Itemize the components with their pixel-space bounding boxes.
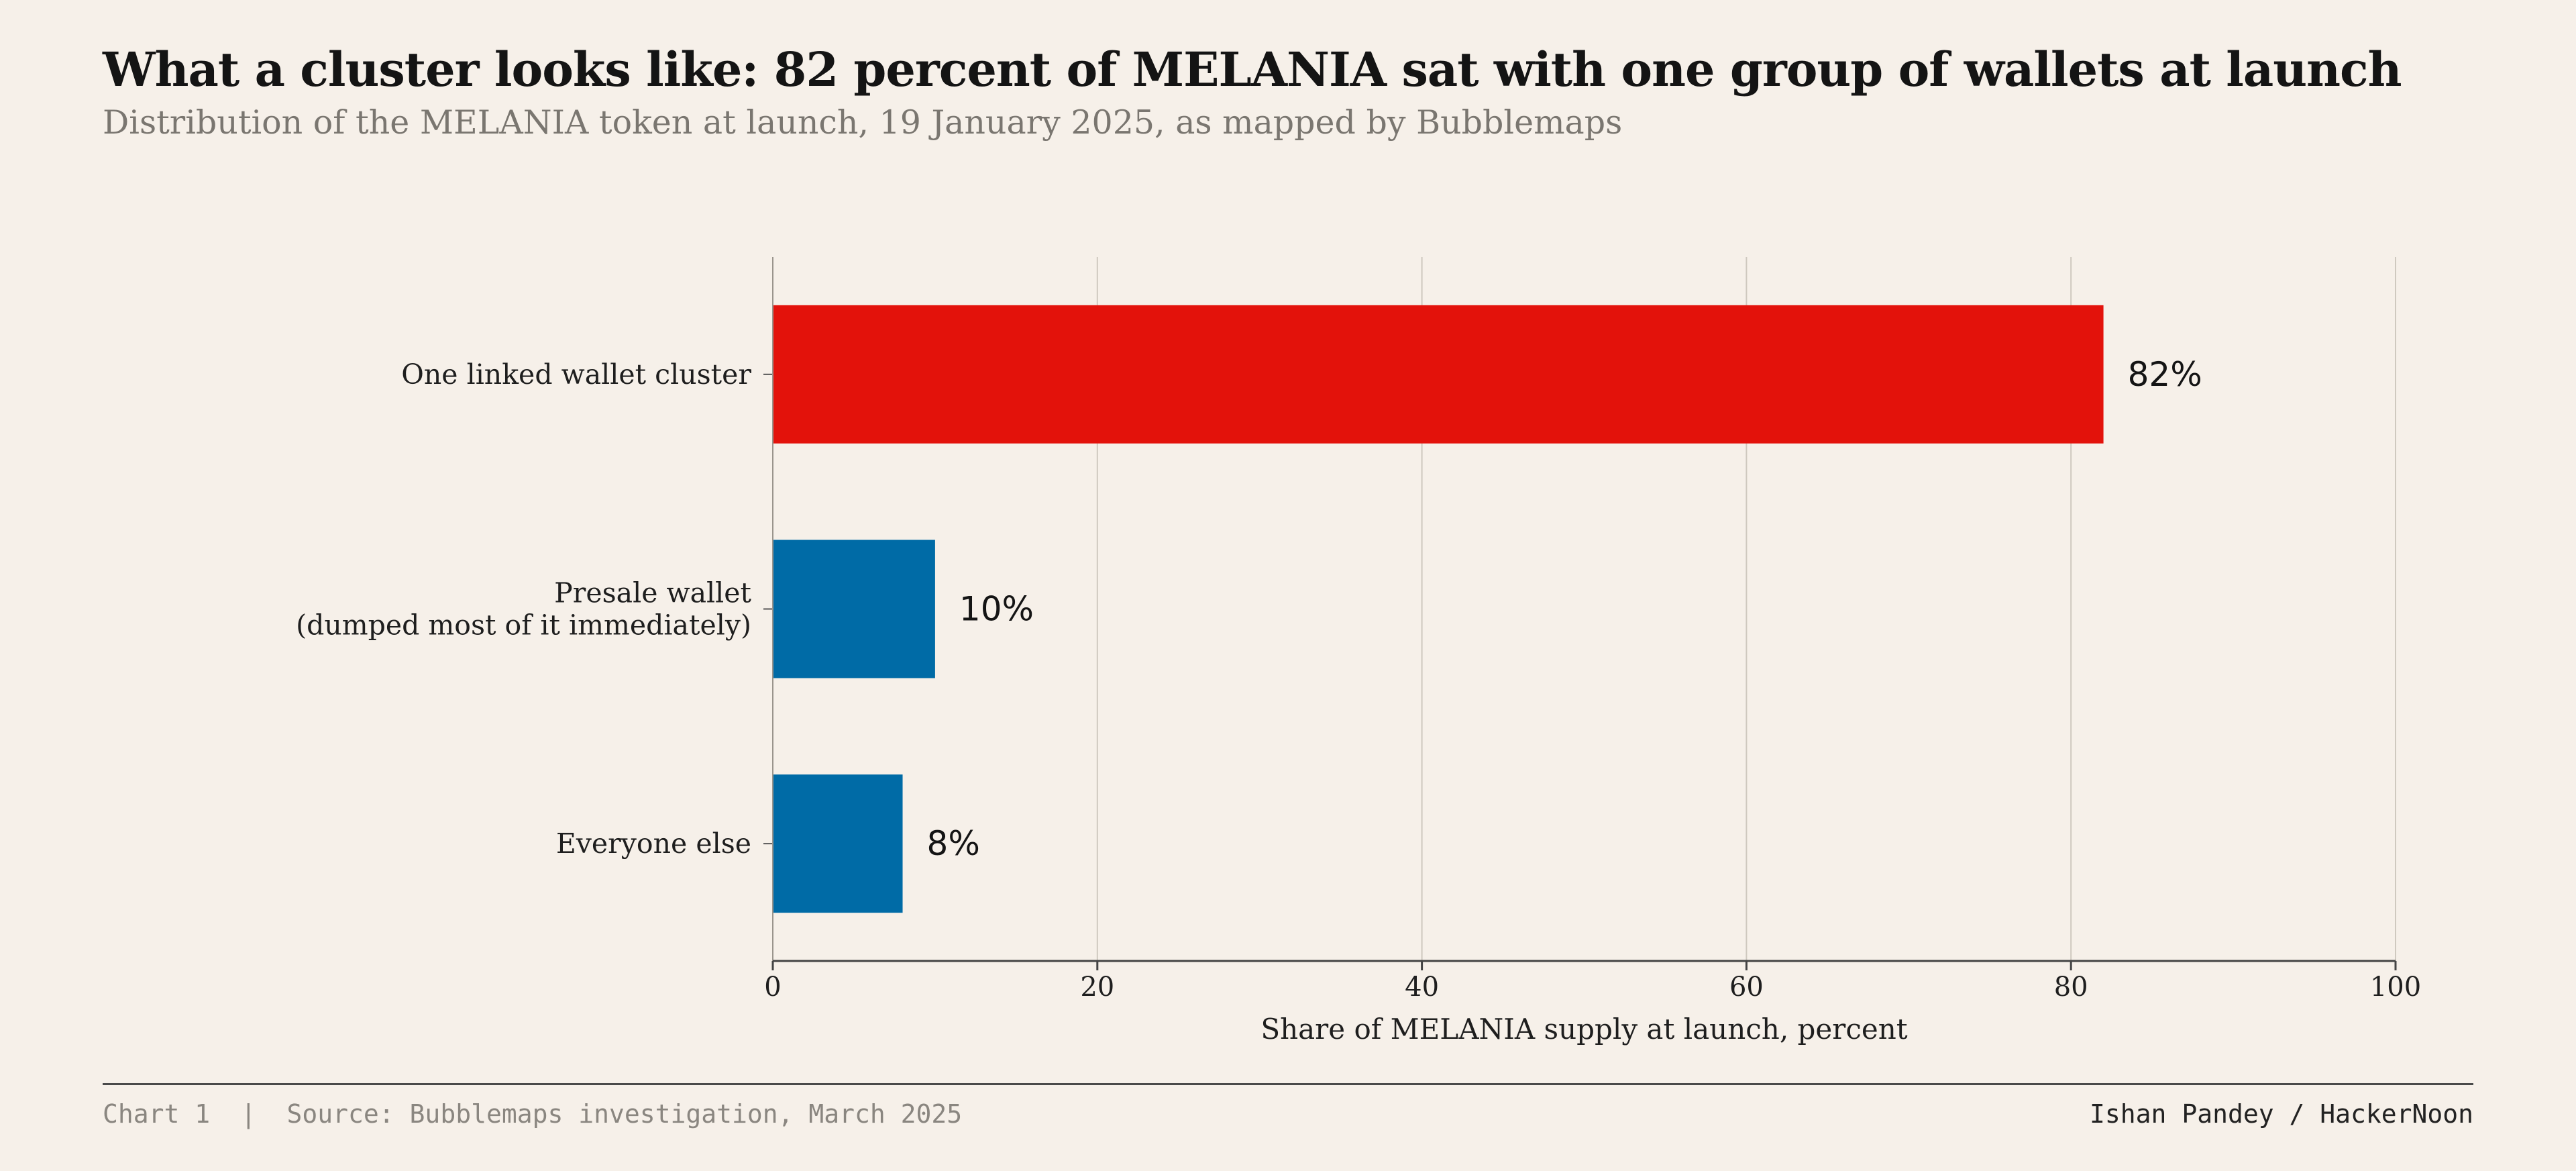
category-label-2: Everyone else: [556, 827, 751, 860]
bar-0: [773, 305, 2104, 444]
footer-source: Chart 1 | Source: Bubblemaps investigati…: [103, 1099, 963, 1129]
bar-1: [773, 540, 935, 678]
chart-subtitle: Distribution of the MELANIA token at lau…: [103, 103, 1623, 142]
footer-divider: [103, 1083, 2473, 1085]
category-label-0: One linked wallet cluster: [401, 358, 751, 391]
category-label-2-line-0: Everyone else: [556, 827, 751, 860]
bar-2: [773, 774, 903, 913]
x-tick-label-2: 40: [1405, 972, 1439, 1003]
x-tick-label-4: 80: [2054, 972, 2088, 1003]
x-tick-label-3: 60: [1729, 972, 1764, 1003]
x-tick-label-5: 100: [2370, 972, 2421, 1003]
footer-credit: Ishan Pandey / HackerNoon: [2090, 1099, 2473, 1129]
x-tick-label-0: 0: [764, 972, 781, 1003]
axes: One linked wallet cluster 82% Presale wall…: [296, 257, 2421, 1046]
category-label-1-line-1: (dumped most of it immediately): [296, 609, 751, 642]
x-axis-label: Share of MELANIA supply at launch, perce…: [1260, 1013, 1907, 1046]
category-label-1: Presale wallet (dumped most of it immedia…: [296, 577, 751, 642]
value-label-1: 10%: [959, 590, 1034, 629]
x-tick-label-1: 20: [1080, 972, 1114, 1003]
category-label-1-line-0: Presale wallet: [554, 577, 751, 609]
category-label-0-line-0: One linked wallet cluster: [401, 358, 751, 391]
value-label-2: 8%: [927, 824, 980, 863]
chart-title: What a cluster looks like: 82 percent of…: [103, 42, 2402, 97]
value-label-0: 82%: [2128, 355, 2202, 394]
bars: [773, 305, 2104, 913]
